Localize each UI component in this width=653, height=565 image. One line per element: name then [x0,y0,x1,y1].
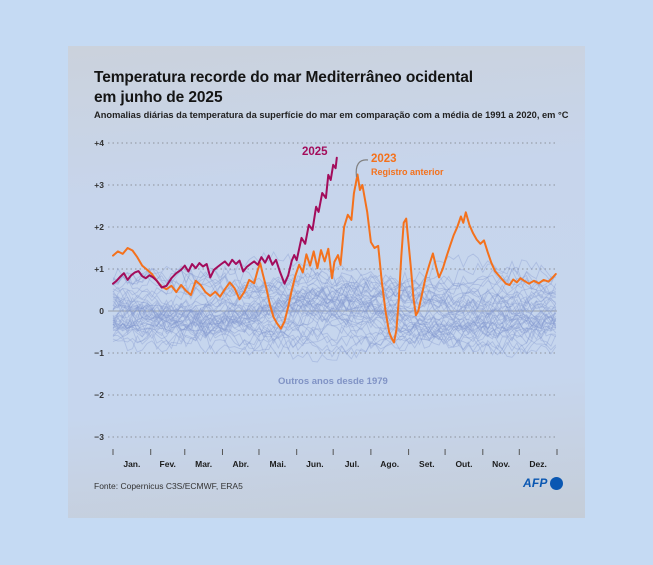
source-note: Fonte: Copernicus C3S/ECMWF, ERA5 [94,481,243,491]
chart-title: Temperatura recorde do mar Mediterrâneo … [94,68,564,108]
svg-text:Jan.: Jan. [123,459,140,469]
svg-text:Out.: Out. [455,459,472,469]
svg-text:0: 0 [99,306,104,316]
svg-text:+3: +3 [94,180,104,190]
svg-text:Ago.: Ago. [380,459,399,469]
chart-subtitle: Anomalias diárias da temperatura da supe… [94,110,569,120]
afp-logo-dot-icon [549,476,563,490]
svg-text:+1: +1 [94,264,104,274]
svg-text:Mar.: Mar. [195,459,212,469]
chart-title-line2: em junho de 2025 [94,88,223,106]
svg-text:Jul.: Jul. [345,459,360,469]
afp-logo: AFP [523,476,563,490]
svg-text:Mai.: Mai. [270,459,287,469]
background-series-label: Outros anos desde 1979 [278,376,388,387]
anomaly-line-chart: +4 +3 +2 +1 0 −1 −2 −3 Jan. Fev. Mar. Abr. Mai. Jun. J… [94,138,558,469]
svg-text:−3: −3 [94,432,104,442]
series-label-2023: 2023 [371,153,397,165]
svg-text:Set.: Set. [419,459,435,469]
afp-logo-text: AFP [523,476,548,490]
svg-text:Abr.: Abr. [232,459,249,469]
svg-text:Fev.: Fev. [160,459,176,469]
svg-text:Jun.: Jun. [306,459,323,469]
svg-text:−1: −1 [94,348,104,358]
svg-text:Dez.: Dez. [529,459,546,469]
svg-text:+2: +2 [94,222,104,232]
svg-text:+4: +4 [94,138,104,148]
series-label-2025: 2025 [302,146,328,158]
svg-text:−2: −2 [94,390,104,400]
series-sublabel-registro-anterior: Registro anterior [371,167,444,177]
infographic-card: Temperatura recorde do mar Mediterrâneo … [68,46,585,518]
chart-title-line1: Temperatura recorde do mar Mediterrâneo … [94,69,473,86]
svg-text:Nov.: Nov. [492,459,510,469]
